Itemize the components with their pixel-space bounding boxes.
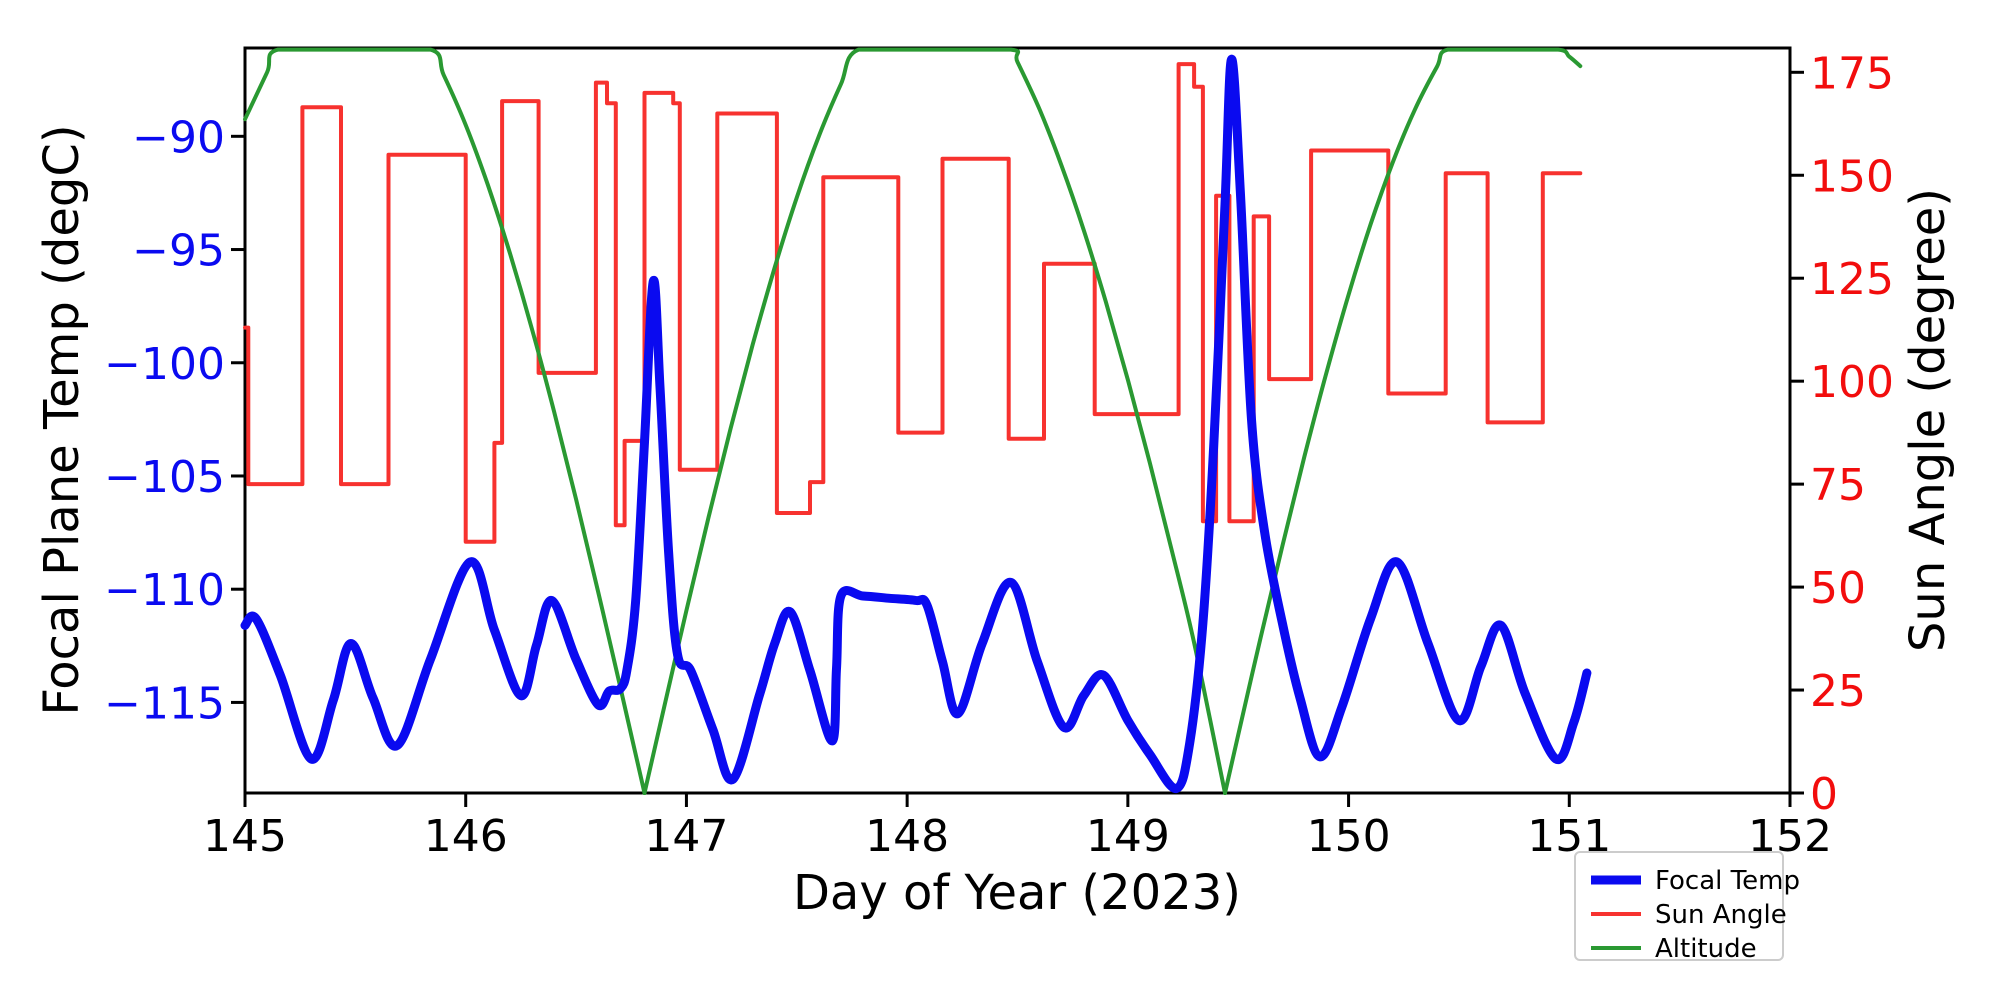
right-y-tick-label: 125 [1810,254,1894,305]
x-axis-title: Day of Year (2023) [792,865,1242,921]
right-y-tick-label: 100 [1810,357,1894,408]
left-y-axis-title: Focal Plane Temp (degC) [34,124,90,716]
x-tick-label: 146 [424,811,508,862]
plot-border [243,46,1792,795]
legend-label-focal-temp: Focal Temp [1655,866,1800,896]
right-y-tick-label: 25 [1810,666,1866,717]
left-y-tick-label: −115 [104,678,225,729]
left-y-tick-label: −100 [104,339,225,390]
right-y-tick-label: 0 [1810,769,1838,820]
right-y-tick-label: 50 [1810,563,1866,614]
x-tick-label: 147 [644,811,728,862]
legend-label-sun-angle: Sun Angle [1655,900,1787,930]
x-tick-label: 149 [1086,811,1170,862]
left-y-tick-label: −105 [104,452,225,503]
focal-temp-line [240,54,1592,793]
right-y-tick-label: 75 [1810,460,1866,511]
right-y-tick-label: 150 [1810,151,1894,202]
left-y-tick-label: −110 [104,565,225,616]
x-tick-label: 145 [203,811,287,862]
left-y-tick-label: −90 [132,112,225,163]
left-y-tick-label: −95 [132,226,225,277]
x-tick-label: 148 [865,811,949,862]
x-tick-label: 150 [1307,811,1391,862]
right-y-tick-label: 175 [1810,48,1894,99]
altitude-line [642,47,1227,795]
altitude-line [1223,47,1583,795]
altitude-line [243,47,647,795]
legend-label-altitude: Altitude [1655,934,1757,964]
right-y-axis-title: Sun Angle (degree) [1900,187,1956,653]
sun-angle-line [243,62,1583,544]
